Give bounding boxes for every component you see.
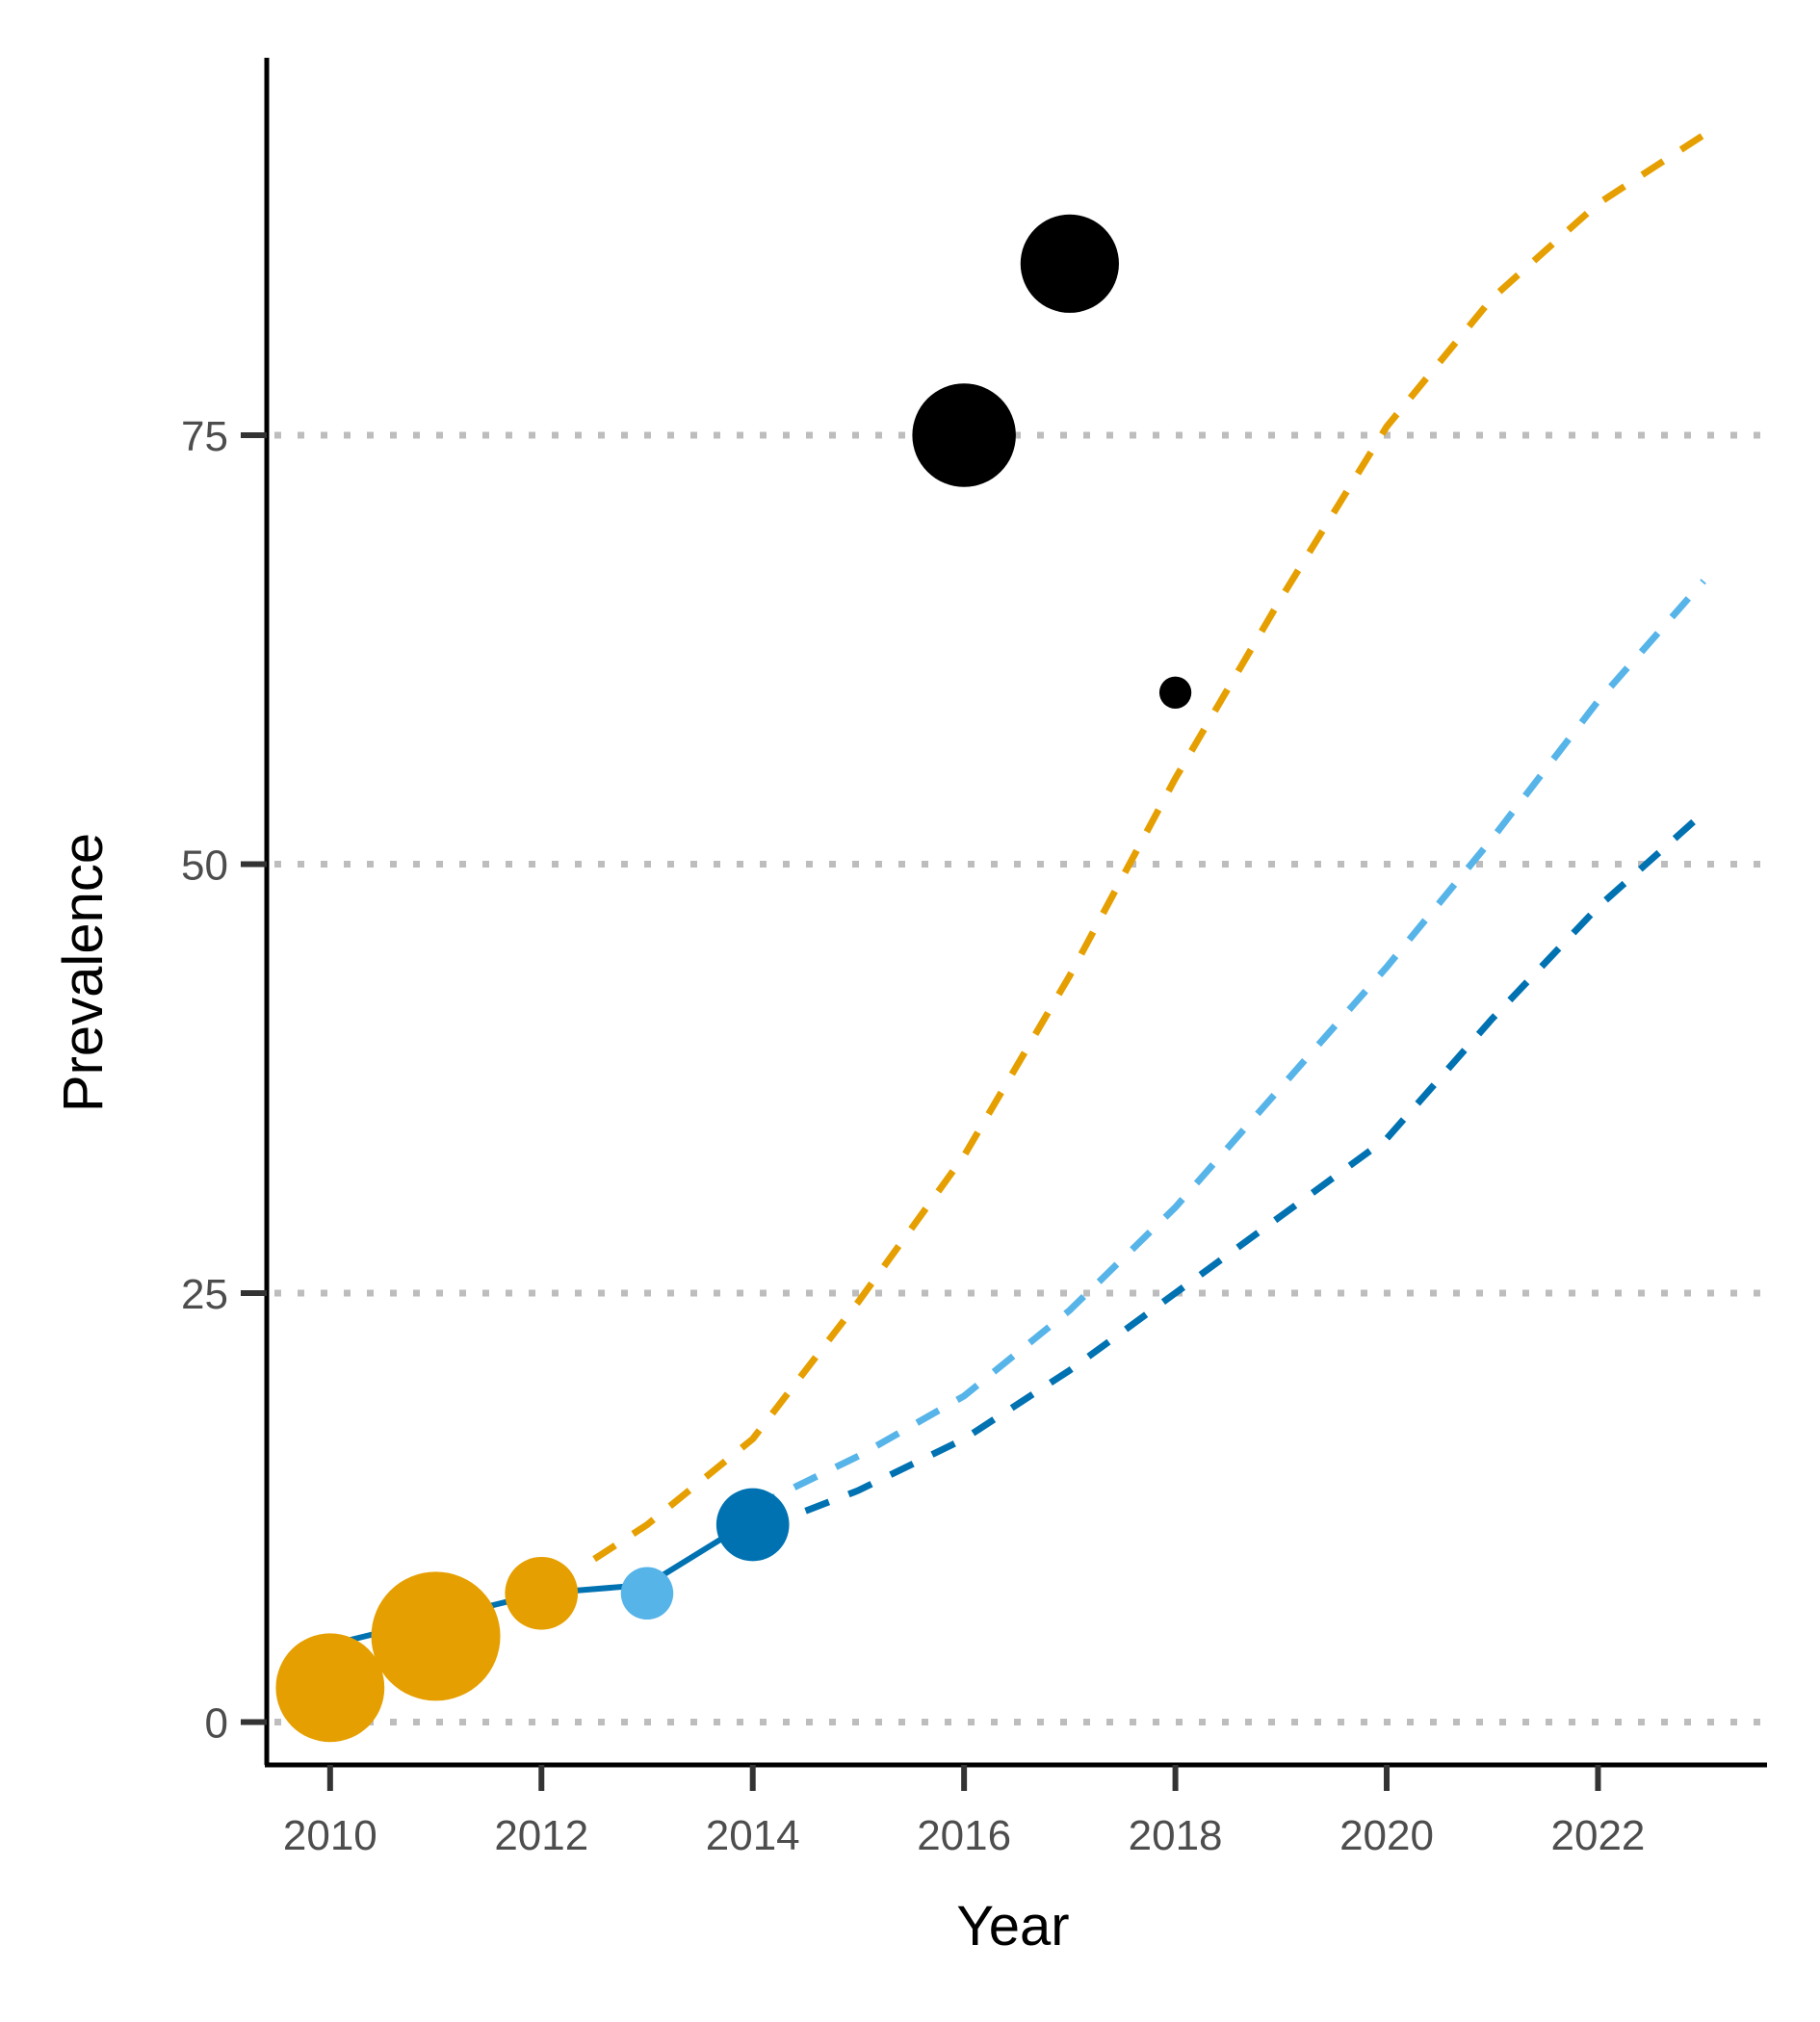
data-point [505, 1556, 579, 1630]
x-axis-title: Year [956, 1895, 1069, 1957]
projection-line-2 [804, 810, 1706, 1515]
x-tick-label: 2016 [917, 1812, 1011, 1859]
data-point [275, 1633, 385, 1743]
x-axis: 2010 2012 2014 2016 2018 2020 2022 [265, 1762, 1767, 1859]
projection-line-1 [751, 579, 1706, 1511]
x-tick-label: 2018 [1129, 1812, 1223, 1859]
y-tick-label: 50 [181, 842, 228, 889]
x-tick-label: 2022 [1551, 1812, 1646, 1859]
y-axis: 0 25 50 75 [181, 58, 270, 1765]
data-point [620, 1567, 674, 1620]
y-gridlines [274, 431, 1767, 1725]
data-point [912, 383, 1016, 487]
x-tick-label: 2014 [706, 1812, 800, 1859]
y-axis-title: Prevalence [52, 833, 115, 1112]
data-point [1158, 676, 1192, 709]
data-point [371, 1571, 501, 1701]
data-point [1020, 214, 1119, 313]
x-tick-label: 2012 [494, 1812, 588, 1859]
data-points [275, 214, 1192, 1743]
projection-line-0 [592, 132, 1706, 1563]
y-tick-label: 0 [205, 1699, 228, 1747]
y-tick-label: 75 [181, 413, 228, 460]
data-point [715, 1488, 790, 1562]
x-tick-label: 2010 [283, 1812, 377, 1859]
x-tick-label: 2020 [1339, 1812, 1434, 1859]
projection-lines [592, 132, 1706, 1563]
y-tick-label: 25 [181, 1271, 228, 1318]
